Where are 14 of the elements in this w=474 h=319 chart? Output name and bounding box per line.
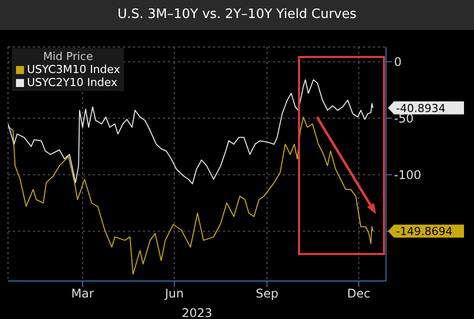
x-tick-label: Dec (347, 286, 370, 301)
annotation: -149.8694 (396, 225, 452, 238)
x-axis-title: 2023 (182, 306, 212, 319)
line-series (8, 79, 374, 184)
legend-label: USYC2Y10 Index (27, 76, 118, 89)
x-tick-label: Mar (71, 286, 94, 301)
x-tick-label: Jun (164, 286, 184, 301)
y-tick-label: -100 (394, 168, 422, 182)
y-tick-label: 0 (394, 54, 402, 69)
legend-title: Mid Price (42, 50, 94, 63)
legend-label: USYC3M10 Index (27, 63, 120, 76)
line-series (8, 116, 374, 275)
chart-title: U.S. 3M–10Y vs. 2Y–10Y Yield Curves (0, 0, 474, 30)
x-tick-label: Sep (256, 286, 278, 301)
